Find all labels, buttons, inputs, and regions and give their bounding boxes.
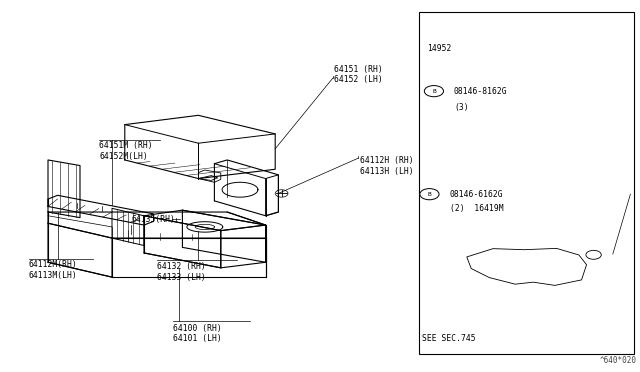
Text: 08146-6162G: 08146-6162G (449, 190, 503, 199)
Text: (2)  16419M: (2) 16419M (450, 204, 504, 213)
Bar (419, 12, 634, 354)
Text: 64132 (RH)
64133 (LH): 64132 (RH) 64133 (LH) (157, 262, 205, 282)
Text: 14952: 14952 (428, 44, 452, 53)
Circle shape (275, 190, 288, 197)
Circle shape (586, 250, 602, 259)
Text: (3): (3) (454, 103, 469, 112)
Text: B: B (428, 192, 431, 197)
Text: 64135(RH): 64135(RH) (131, 215, 175, 224)
Text: 64151M (RH)
64152M(LH): 64151M (RH) 64152M(LH) (99, 141, 153, 161)
Text: 64112M(RH)
64113M(LH): 64112M(RH) 64113M(LH) (29, 260, 77, 280)
Circle shape (420, 189, 439, 200)
Text: 64112H (RH)
64113H (LH): 64112H (RH) 64113H (LH) (360, 156, 413, 176)
Text: ^640*020: ^640*020 (600, 356, 637, 365)
Text: 64151 (RH)
64152 (LH): 64151 (RH) 64152 (LH) (334, 65, 383, 84)
Text: 64100 (RH)
64101 (LH): 64100 (RH) 64101 (LH) (173, 324, 221, 343)
Circle shape (424, 86, 444, 97)
Text: B: B (432, 89, 436, 94)
Text: 08146-8162G: 08146-8162G (454, 87, 508, 96)
Text: SEE SEC.745: SEE SEC.745 (422, 334, 476, 343)
